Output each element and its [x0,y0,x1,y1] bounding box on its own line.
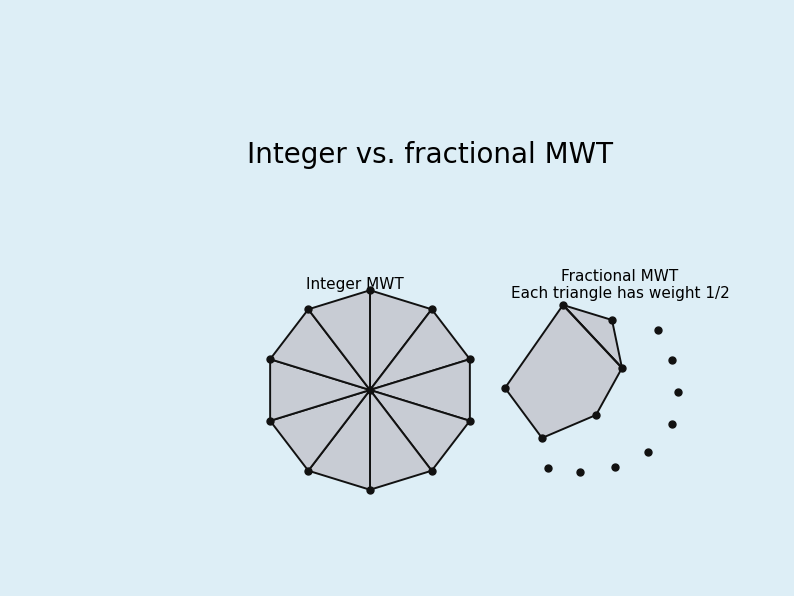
Text: Integer MWT: Integer MWT [306,278,404,293]
Text: Integer vs. fractional MWT: Integer vs. fractional MWT [247,141,613,169]
Polygon shape [270,390,370,471]
Polygon shape [308,290,370,390]
Polygon shape [370,359,470,421]
Polygon shape [270,309,370,390]
Polygon shape [270,359,370,421]
Text: Fractional MWT
Each triangle has weight 1/2: Fractional MWT Each triangle has weight … [511,269,730,301]
Polygon shape [370,390,432,490]
Polygon shape [563,305,622,368]
Polygon shape [505,305,622,438]
Polygon shape [370,390,470,471]
Polygon shape [308,390,370,490]
Polygon shape [370,290,432,390]
Polygon shape [370,309,470,390]
